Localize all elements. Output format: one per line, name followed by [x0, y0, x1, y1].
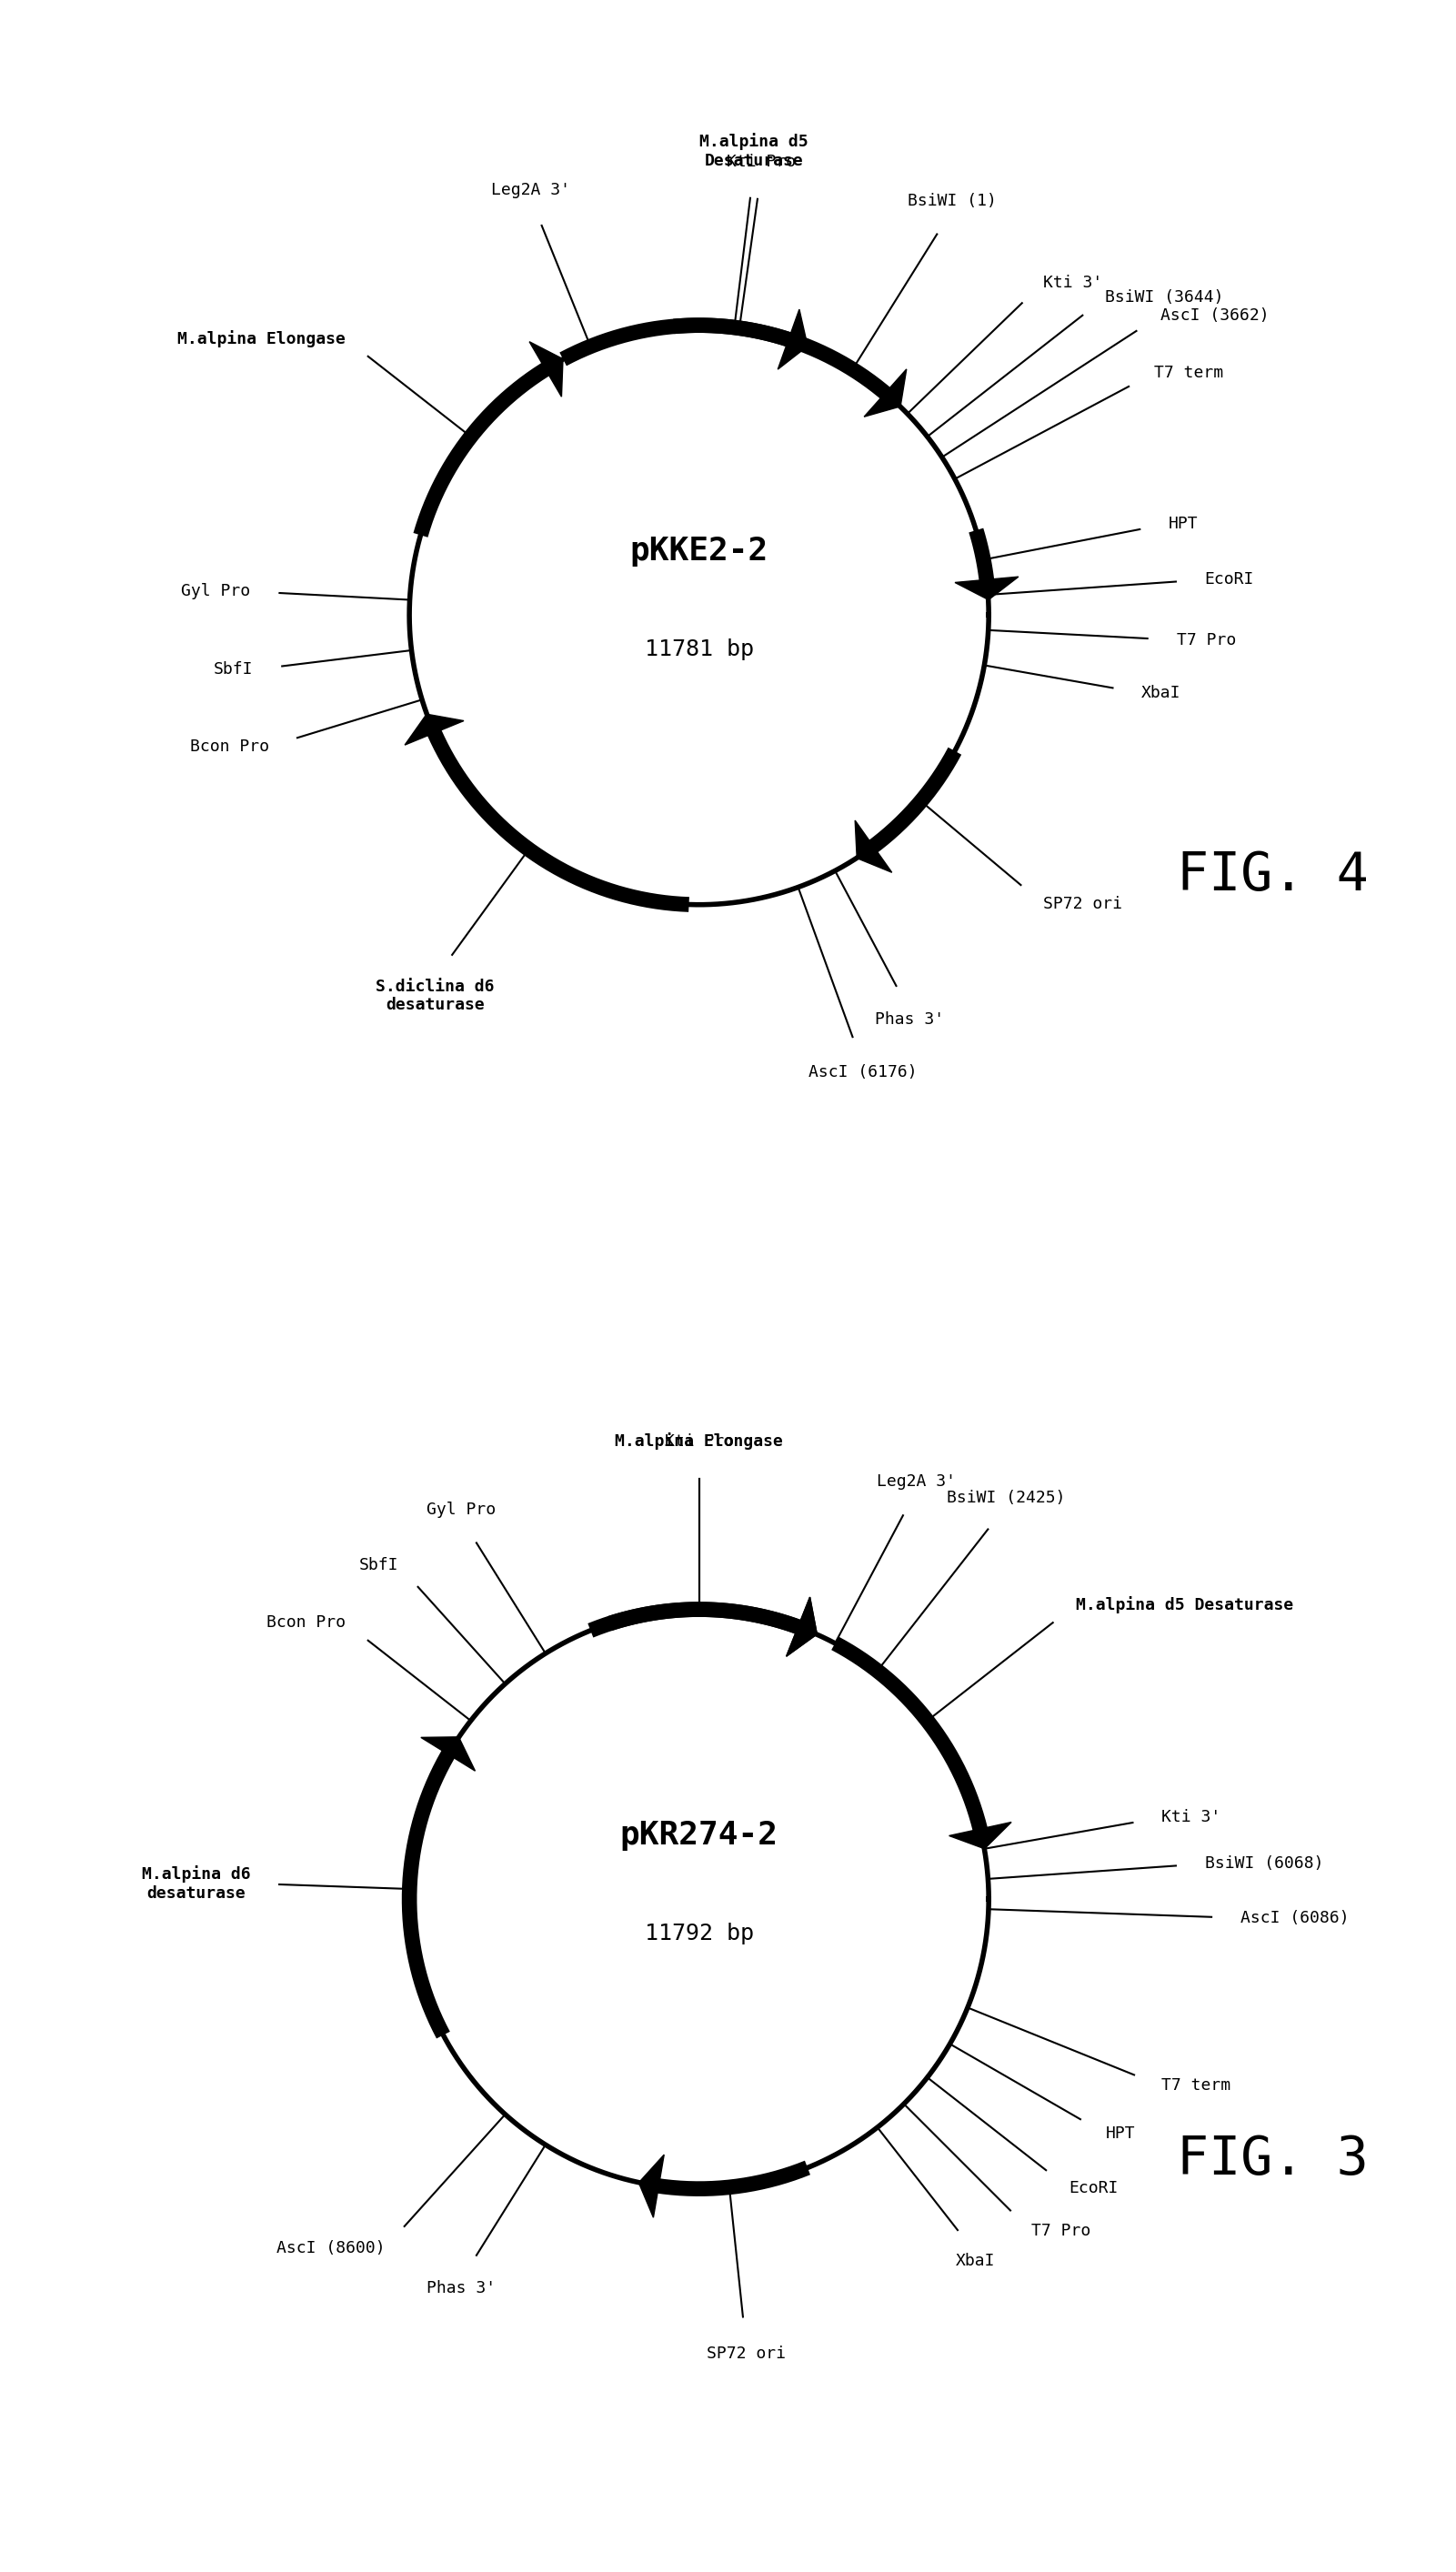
Text: XbaI: XbaI — [955, 2253, 996, 2269]
Text: 11781 bp: 11781 bp — [645, 638, 754, 661]
Text: T7 term: T7 term — [1160, 2078, 1230, 2094]
Polygon shape — [530, 342, 563, 396]
Text: AscI (6176): AscI (6176) — [808, 1065, 917, 1080]
Text: Leg2A 3': Leg2A 3' — [491, 183, 571, 198]
Polygon shape — [855, 820, 893, 872]
Text: M.alpina Elongase: M.alpina Elongase — [178, 329, 345, 347]
Text: EcoRI: EcoRI — [1204, 571, 1254, 589]
Text: Leg2A 3': Leg2A 3' — [877, 1474, 957, 1489]
Text: M.alpina d5
Desaturase: M.alpina d5 Desaturase — [699, 134, 808, 170]
Text: Gyl Pro: Gyl Pro — [427, 1502, 495, 1517]
Text: pKKE2-2: pKKE2-2 — [630, 535, 769, 566]
Text: T7 term: T7 term — [1155, 365, 1223, 381]
Text: pKR274-2: pKR274-2 — [620, 1821, 778, 1852]
Text: EcoRI: EcoRI — [1069, 2181, 1118, 2196]
Text: BsiWI (1): BsiWI (1) — [909, 193, 997, 208]
Text: 11792 bp: 11792 bp — [645, 1924, 754, 1944]
Text: M.alpina d5 Desaturase: M.alpina d5 Desaturase — [1076, 1597, 1293, 1613]
Text: S.diclina d6
desaturase: S.diclina d6 desaturase — [376, 977, 495, 1013]
Text: AscI (6086): AscI (6086) — [1241, 1911, 1350, 1926]
Text: Bcon Pro: Bcon Pro — [266, 1615, 345, 1631]
Text: Gyl Pro: Gyl Pro — [182, 584, 250, 599]
Text: T7 Pro: T7 Pro — [1176, 633, 1236, 648]
Text: FIG. 4: FIG. 4 — [1176, 849, 1369, 903]
Polygon shape — [405, 715, 464, 746]
Polygon shape — [955, 576, 1018, 599]
Text: BsiWI (2425): BsiWI (2425) — [946, 1489, 1066, 1507]
Text: Kti Pro: Kti Pro — [727, 154, 796, 170]
Text: HPT: HPT — [1105, 2124, 1136, 2142]
Text: Kti Pro: Kti Pro — [664, 1433, 734, 1451]
Text: XbaI: XbaI — [1142, 684, 1181, 702]
Polygon shape — [778, 309, 808, 370]
Text: Phas 3': Phas 3' — [875, 1011, 945, 1029]
Text: HPT: HPT — [1168, 514, 1198, 532]
Text: SbfI: SbfI — [214, 661, 253, 679]
Polygon shape — [786, 1597, 817, 1656]
Text: BsiWI (6068): BsiWI (6068) — [1204, 1854, 1324, 1872]
Text: M.alpina d6
desaturase: M.alpina d6 desaturase — [141, 1865, 250, 1901]
Text: BsiWI (3644): BsiWI (3644) — [1105, 288, 1224, 306]
Polygon shape — [949, 1821, 1012, 1849]
Polygon shape — [863, 370, 907, 417]
Text: Kti 3': Kti 3' — [1042, 275, 1102, 291]
Text: SP72 ori: SP72 ori — [1042, 895, 1123, 913]
Text: SP72 ori: SP72 ori — [706, 2346, 786, 2361]
Polygon shape — [421, 1736, 475, 1772]
Text: FIG. 3: FIG. 3 — [1176, 2135, 1369, 2186]
Polygon shape — [786, 1597, 817, 1656]
Text: Bcon Pro: Bcon Pro — [191, 738, 269, 754]
Text: Phas 3': Phas 3' — [427, 2279, 495, 2297]
Text: AscI (3662): AscI (3662) — [1160, 306, 1270, 324]
Text: SbfI: SbfI — [360, 1556, 399, 1574]
Text: M.alpina Elongase: M.alpina Elongase — [614, 1433, 783, 1451]
Text: T7 Pro: T7 Pro — [1031, 2222, 1091, 2240]
Text: AscI (8600): AscI (8600) — [277, 2240, 384, 2256]
Text: Kti 3': Kti 3' — [1162, 1811, 1220, 1826]
Polygon shape — [639, 2155, 664, 2217]
